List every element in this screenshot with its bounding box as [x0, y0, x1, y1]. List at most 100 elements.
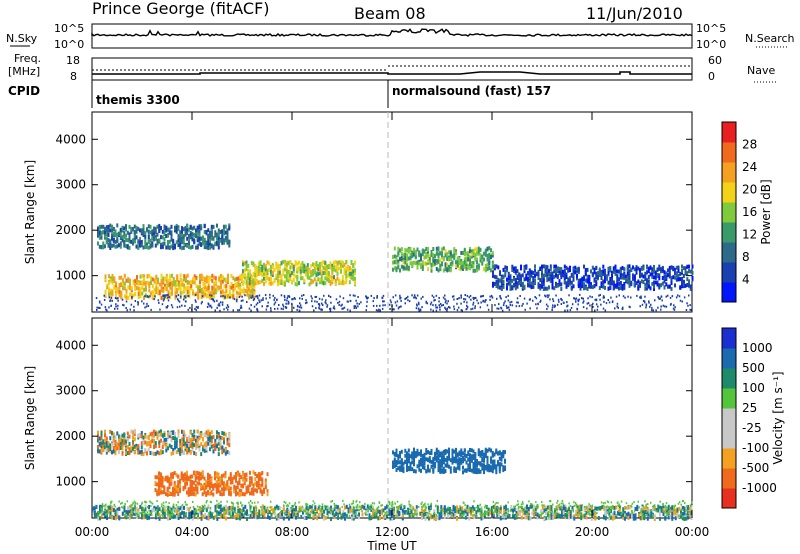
cell-power-band-3 [421, 252, 424, 257]
cell-power-band-3 [409, 252, 412, 257]
cell-power-band-3 [416, 265, 419, 270]
cell-power-band-2 [254, 266, 257, 271]
cell-power-ground [482, 294, 484, 297]
cell-velocity-band-1 [179, 483, 181, 488]
cell-power-band-4 [502, 275, 505, 279]
cell-power-band-3 [456, 256, 459, 261]
cell-velocity-band-2 [442, 466, 445, 471]
cell-power-band-2 [327, 276, 330, 280]
cell-velocity-band-1 [243, 492, 246, 497]
cell-power-band-4 [684, 269, 687, 274]
cell-velocity-band-3 [198, 510, 201, 515]
cell-velocity-band-0 [123, 439, 126, 444]
cell-power-band-0 [162, 286, 165, 291]
cell-power-ground [417, 301, 420, 304]
cell-velocity-band-0 [160, 438, 162, 443]
cell-power-band-3 [430, 249, 433, 254]
cell-power-band-2 [341, 275, 344, 280]
cell-power-ground [325, 299, 327, 302]
cell-power-ground [466, 307, 468, 310]
cell-power-band-0 [211, 289, 214, 294]
cell-power-ground [256, 307, 258, 310]
cell-power-band-1 [121, 234, 124, 239]
cell-power-band-2 [350, 260, 353, 265]
cell-power-band-0 [253, 291, 256, 296]
cell-power-ground [552, 300, 555, 303]
cell-velocity-band-3 [116, 514, 119, 519]
cell-power-band-1 [158, 226, 161, 231]
cell-power-ground [130, 303, 133, 306]
cell-power-band-3 [423, 255, 426, 260]
cell-power-band-3 [441, 255, 443, 260]
cell-power-ground [414, 296, 416, 299]
cell-velocity-band-3 [163, 507, 166, 512]
cell-power-ground [265, 308, 268, 311]
cell-velocity-band-1 [245, 472, 248, 477]
cell-power-band-4 [616, 269, 619, 274]
cell-power-band-0 [169, 291, 172, 296]
cell-power-band-1 [100, 224, 103, 229]
cell-power-band-1 [116, 223, 119, 228]
cell-velocity-band-3 [261, 504, 264, 509]
cell-power-band-4 [653, 287, 655, 291]
cell-power-band-0 [221, 275, 224, 280]
cell-velocity-band-0 [125, 442, 127, 446]
cell-power-band-1 [107, 224, 110, 229]
cell-power-band-1 [198, 225, 201, 230]
cell-power-band-1 [226, 232, 229, 237]
cell-power-band-2 [257, 261, 260, 266]
cell-power-ground [323, 294, 325, 297]
cell-power-band-1 [219, 230, 222, 234]
cell-power-band-2 [291, 264, 293, 269]
cell-power-ground [259, 301, 261, 304]
cell-power-band-1 [186, 228, 189, 233]
cell-power-band-4 [544, 268, 547, 273]
cell-velocity-band-1 [243, 472, 246, 477]
cell-velocity-band-0 [97, 445, 99, 449]
cell-velocity-band-0 [216, 430, 218, 435]
cell-power-ground [280, 307, 283, 310]
cell-velocity-band-2 [420, 452, 422, 457]
cell-power-ground [346, 308, 349, 311]
cell-power-band-1 [203, 223, 206, 228]
cell-power-ground [206, 306, 209, 308]
cell-power-band-4 [521, 273, 524, 278]
cell-power-band-4 [560, 287, 563, 291]
cell-velocity-band-1 [154, 488, 157, 492]
cell-power-ground [282, 308, 284, 311]
cell-power-band-4 [609, 285, 612, 290]
cell-velocity-band-3 [106, 516, 108, 520]
cell-velocity-band-2 [490, 448, 492, 453]
cell-power-band-4 [619, 269, 622, 274]
cell-power-ground [426, 302, 429, 305]
cell-power-band-0 [111, 277, 114, 282]
cell-power-band-2 [263, 281, 265, 286]
cell-power-band-3 [476, 264, 478, 269]
cell-power-band-3 [393, 260, 396, 265]
cell-power-band-0 [174, 288, 177, 293]
cell-power-band-2 [296, 261, 299, 266]
cell-velocity-band-0 [151, 431, 154, 436]
cell-power-band-4 [499, 278, 501, 283]
cell-velocity-band-1 [184, 476, 187, 481]
cell-power-ground [299, 302, 301, 305]
cell-power-ground [382, 294, 385, 297]
cell-power-band-1 [102, 241, 105, 246]
cell-power-ground [507, 294, 509, 297]
cell-velocity-band-1 [215, 484, 218, 489]
cell-power-band-0 [218, 285, 221, 290]
cell-power-ground [649, 305, 651, 308]
cell-power-band-1 [175, 229, 178, 234]
cell-velocity-band-1 [163, 486, 166, 491]
cell-power-band-1 [165, 234, 168, 238]
cell-power-ground [134, 300, 137, 302]
cell-velocity-band-2 [421, 465, 424, 470]
cell-velocity-band-1 [256, 474, 258, 478]
cell-power-band-2 [343, 262, 346, 267]
cell-power-ground [167, 305, 169, 307]
cell-power-ground [318, 307, 321, 310]
cell-velocity-band-1 [156, 482, 159, 487]
cell-velocity-band-1 [200, 484, 202, 489]
freq-series [92, 71, 692, 75]
